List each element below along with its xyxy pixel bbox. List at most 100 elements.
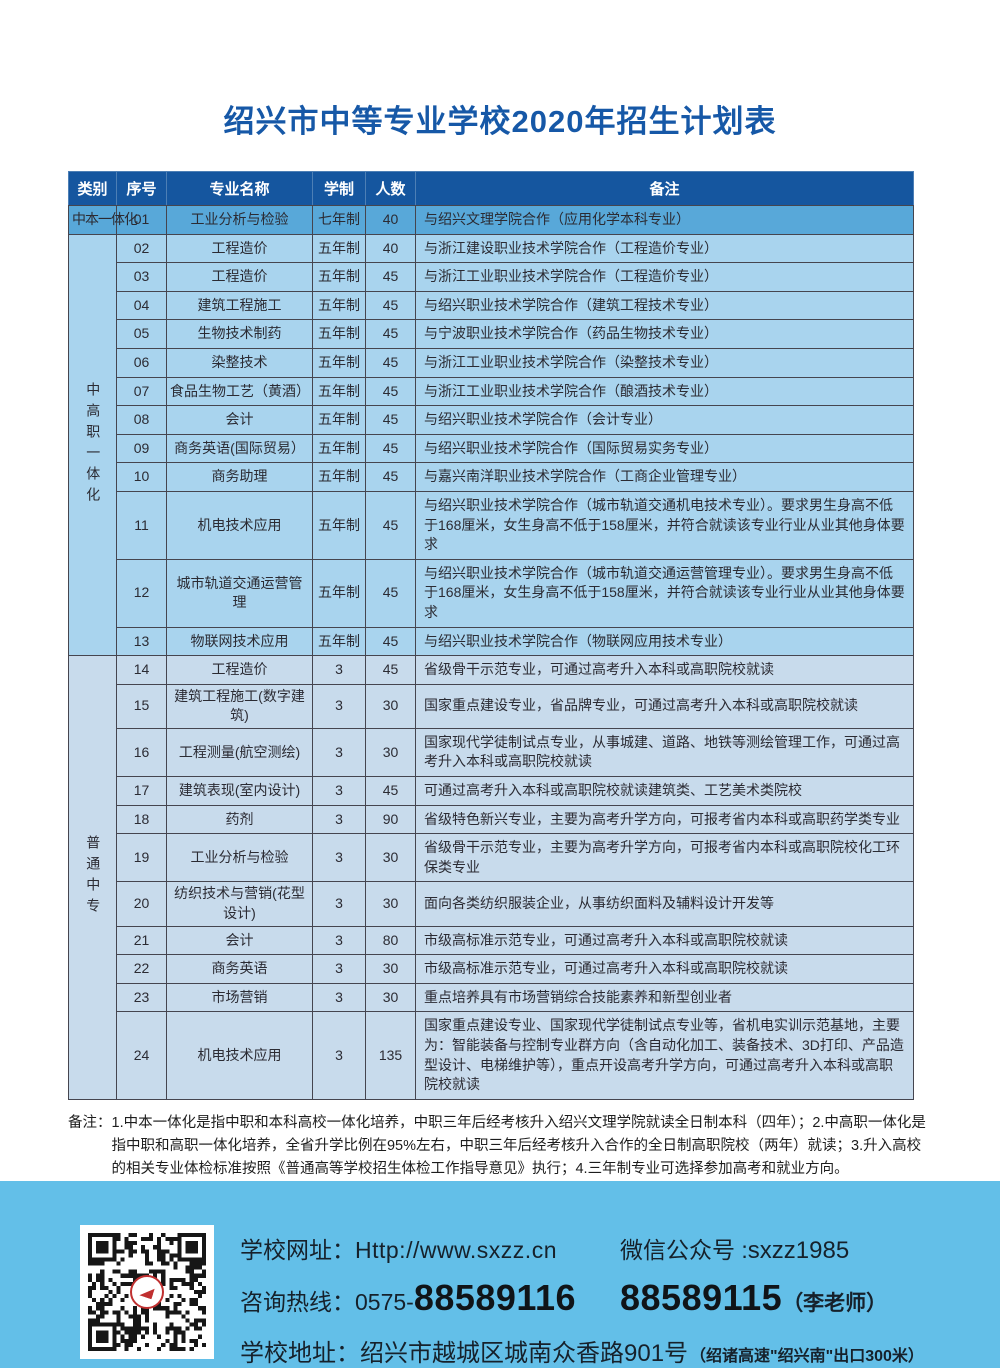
- address-note: （绍诸高速"绍兴南"出口300米）: [690, 1348, 924, 1366]
- years-cell: 五年制: [312, 319, 366, 349]
- remark-cell: 与绍兴职业技术学院合作（建筑工程技术专业）: [415, 290, 914, 321]
- seq-cell: 07: [116, 376, 167, 407]
- header-row: 类别 序号 专业名称 学制 人数 备注: [68, 171, 914, 206]
- column-header: 学制: [312, 171, 366, 206]
- remark-cell: 与嘉兴南洋职业技术学院合作（工商企业管理专业）: [415, 462, 914, 492]
- count-cell: 45: [365, 319, 416, 349]
- category-cell: 普通中专: [68, 655, 117, 1100]
- years-cell: 3: [312, 925, 366, 956]
- address-label: 学校地址：: [240, 1340, 360, 1368]
- major-cell: 物联网技术应用: [166, 626, 313, 657]
- years-cell: 3: [312, 804, 366, 835]
- footnotes: 备注： 1.中本一体化是指中职和本科高校一体化培养，中职三年后经考核升入绍兴文理…: [68, 1112, 932, 1182]
- remark-cell: 与浙江建设职业技术学院合作（工程造价专业）: [415, 233, 914, 264]
- hotline-teacher: （李老师）: [782, 1292, 888, 1316]
- column-header: 人数: [365, 171, 416, 206]
- contact-footer: 学校网址：Http://www.sxzz.cn 微信公众号 :sxzz1985 …: [0, 1181, 1000, 1368]
- column-header: 备注: [415, 171, 914, 206]
- count-cell: 45: [365, 776, 416, 806]
- seq-cell: 21: [116, 925, 167, 956]
- hotline-number: 88589116: [413, 1277, 577, 1319]
- seq-cell: 19: [116, 833, 167, 883]
- seq-cell: 24: [116, 1011, 167, 1100]
- count-cell: 45: [365, 655, 416, 685]
- remark-cell: 市级高标准示范专业，可通过高考升入本科或高职院校就读: [415, 954, 914, 984]
- major-cell: 城市轨道交通运营管理: [166, 558, 313, 628]
- footnotes-label: 备注：: [68, 1114, 112, 1131]
- years-cell: 五年制: [312, 433, 366, 464]
- footnotes-text: 1.中本一体化是指中职和本科高校一体化培养，中职三年后经考核升入绍兴文理学院就读…: [111, 1114, 926, 1178]
- count-cell: 90: [365, 804, 416, 835]
- years-cell: 3: [312, 683, 366, 729]
- major-cell: 工程造价: [166, 655, 313, 685]
- seq-cell: 11: [116, 490, 167, 560]
- seq-cell: 14: [116, 655, 167, 685]
- years-cell: 3: [312, 776, 366, 806]
- remark-cell: 与绍兴职业技术学院合作（城市轨道交通运营管理专业）。要求男生身高不低于168厘米…: [415, 558, 914, 628]
- major-cell: 食品生物工艺（黄酒）: [166, 376, 313, 407]
- page-title: 绍兴市中等专业学校2020年招生计划表: [223, 104, 777, 139]
- table-row: 17 建筑表现(室内设计) 3 45 可通过高考升入本科或高职院校就读建筑类、工艺美术类…: [69, 776, 914, 806]
- count-cell: 135: [365, 1011, 416, 1100]
- major-cell: 工程造价: [166, 233, 313, 264]
- years-cell: 五年制: [312, 262, 366, 292]
- major-cell: 建筑工程施工(数字建筑): [166, 683, 313, 729]
- remark-cell: 国家重点建设专业、国家现代学徒制试点专业等，省机电实训示范基地，主要为：智能装备…: [415, 1011, 914, 1100]
- count-cell: 30: [365, 881, 416, 927]
- seq-cell: 01: [116, 205, 167, 235]
- hotline-line: 咨询热线： 0575- 88589116: [240, 1277, 620, 1319]
- table-row: 05 生物技术制药 五年制 45 与宁波职业技术学院合作（药品生物技术专业）: [69, 319, 914, 349]
- major-cell: 工程造价: [166, 262, 313, 292]
- table-row: 12 城市轨道交通运营管理 五年制 45 与绍兴职业技术学院合作（城市轨道交通运营管理专…: [69, 558, 914, 628]
- remark-cell: 与绍兴职业技术学院合作（城市轨道交通机电技术专业）。要求男生身高不低于168厘米…: [415, 490, 914, 560]
- years-cell: 五年制: [312, 558, 366, 628]
- major-cell: 生物技术制药: [166, 319, 313, 349]
- major-cell: 建筑工程施工: [166, 290, 313, 321]
- major-cell: 纺织技术与营销(花型设计): [166, 881, 313, 927]
- major-cell: 建筑表现(室内设计): [166, 776, 313, 806]
- remark-cell: 重点培养具有市场营销综合技能素养和新型创业者: [415, 982, 914, 1013]
- table-row: 20 纺织技术与营销(花型设计) 3 30 面向各类纺织服装企业，从事纺织面料及辅料设计…: [69, 881, 914, 927]
- seq-cell: 17: [116, 776, 167, 806]
- remark-cell: 面向各类纺织服装企业，从事纺织面料及辅料设计开发等: [415, 881, 914, 927]
- remark-cell: 省级骨干示范专业，可通过高考升入本科或高职院校就读: [415, 655, 914, 685]
- years-cell: 五年制: [312, 405, 366, 435]
- remark-cell: 省级骨干示范专业，主要为高考升学方向，可报考省内本科或高职院校化工环保类专业: [415, 833, 914, 883]
- major-cell: 会计: [166, 925, 313, 956]
- remark-cell: 国家重点建设专业，省品牌专业，可通过高考升入本科或高职院校就读: [415, 683, 914, 729]
- table-row: 24 机电技术应用 3 135 国家重点建设专业、国家现代学徒制试点专业等，省机电实训示…: [69, 1011, 914, 1100]
- contact-text-block: 学校网址：Http://www.sxzz.cn 微信公众号 :sxzz1985 …: [240, 1225, 924, 1368]
- years-cell: 3: [312, 1011, 366, 1100]
- seq-cell: 03: [116, 262, 167, 292]
- years-cell: 五年制: [312, 290, 366, 321]
- table-header: 类别 序号 专业名称 学制 人数 备注: [68, 171, 914, 206]
- category-cell: 中高职一体化: [68, 233, 117, 657]
- seq-cell: 12: [116, 558, 167, 628]
- count-cell: 45: [365, 347, 416, 378]
- major-cell: 药剂: [166, 804, 313, 835]
- seq-cell: 06: [116, 347, 167, 378]
- count-cell: 30: [365, 982, 416, 1013]
- count-cell: 45: [365, 490, 416, 560]
- wechat-line: 微信公众号 :sxzz1985: [620, 1231, 849, 1265]
- major-cell: 工业分析与检验: [166, 205, 313, 235]
- table-row: 06 染整技术 五年制 45 与浙江工业职业技术学院合作（染整技术专业）: [69, 347, 914, 378]
- table-row: 16 工程测量(航空测绘) 3 30 国家现代学徒制试点专业，从事城建、道路、地铁等测绘…: [69, 727, 914, 778]
- table-row: 09 商务英语(国际贸易） 五年制 45 与绍兴职业技术学院合作（国际贸易实务专业）: [69, 433, 914, 464]
- remark-cell: 省级特色新兴专业，主要为高考升学方向，可报考省内本科或高职药学类专业: [415, 804, 914, 835]
- years-cell: 3: [312, 982, 366, 1013]
- years-cell: 3: [312, 954, 366, 984]
- seq-cell: 08: [116, 405, 167, 435]
- major-cell: 市场营销: [166, 982, 313, 1013]
- seq-cell: 22: [116, 954, 167, 984]
- table-row: 21 会计 3 80 市级高标准示范专业，可通过高考升入本科或高职院校就读: [69, 925, 914, 956]
- major-cell: 工程测量(航空测绘): [166, 727, 313, 778]
- count-cell: 30: [365, 833, 416, 883]
- table-row: 13 物联网技术应用 五年制 45 与绍兴职业技术学院合作（物联网应用技术专业）: [69, 626, 914, 657]
- count-cell: 45: [365, 626, 416, 657]
- count-cell: 40: [365, 233, 416, 264]
- years-cell: 五年制: [312, 233, 366, 264]
- seq-cell: 04: [116, 290, 167, 321]
- seq-cell: 20: [116, 881, 167, 927]
- table-row: 中高职一体化 02 工程造价 五年制 40 与浙江建设职业技术学院合作（工程造价专业）: [68, 233, 914, 657]
